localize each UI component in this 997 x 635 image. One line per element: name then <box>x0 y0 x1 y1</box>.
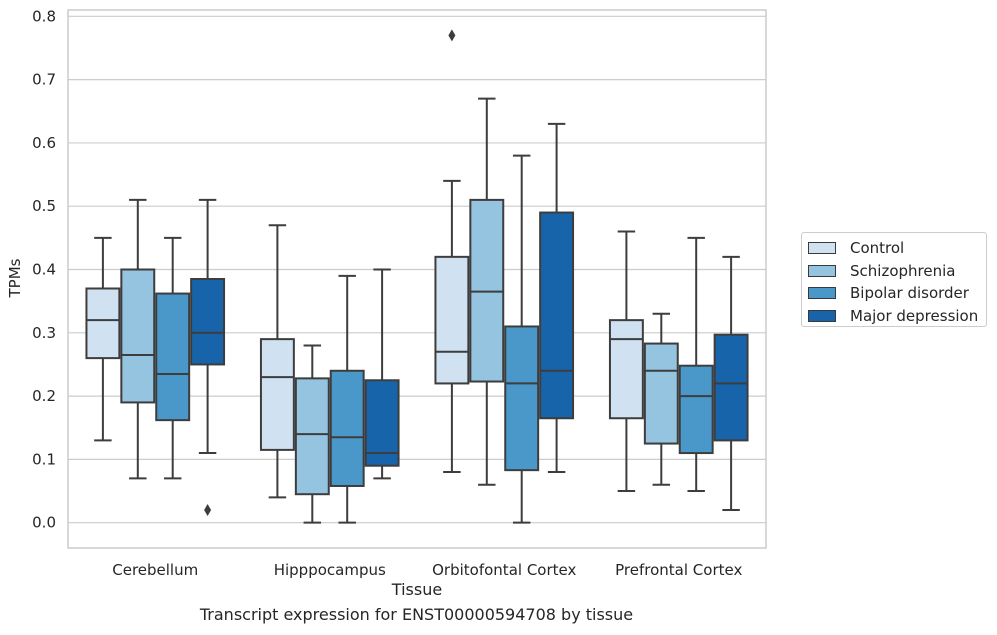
legend-swatch <box>808 287 836 300</box>
box-body <box>155 292 191 422</box>
box-body <box>504 325 540 472</box>
y-tick-label: 0.8 <box>32 7 56 25</box>
box-body <box>329 369 365 487</box>
box-bipolar-disorder <box>678 236 714 493</box>
outlier-point <box>448 29 456 42</box>
y-tick-label: 0.4 <box>32 261 56 279</box>
y-tick-label: 0.3 <box>32 324 56 342</box>
legend: Control Schizophrenia Bipolar disorder Majo… <box>801 232 987 327</box>
box-body <box>85 287 121 360</box>
legend-item: Bipolar disorder <box>808 282 980 305</box>
y-tick-label: 0.7 <box>32 71 56 89</box>
box-body <box>364 379 400 467</box>
y-tick-label: 0.1 <box>32 450 56 468</box>
box-body <box>608 319 644 420</box>
box-schizophrenia <box>120 198 156 480</box>
box-control <box>608 230 644 493</box>
x-axis-label: Tissue <box>391 580 442 599</box>
box-groups <box>85 29 749 524</box>
box-body <box>539 211 575 420</box>
x-tick-label: Orbitofontal Cortex <box>432 561 576 579</box>
box-major-depression <box>190 198 226 517</box>
legend-item: Control <box>808 237 980 260</box>
x-tick-label: Hipppocampus <box>274 561 386 579</box>
box-bipolar-disorder <box>155 236 191 480</box>
x-tick-label: Prefrontal Cortex <box>615 561 742 579</box>
box-schizophrenia <box>294 344 330 524</box>
figure-caption: Transcript expression for ENST0000059470… <box>199 605 634 624</box>
box-body <box>120 268 156 404</box>
legend-label: Bipolar disorder <box>850 284 969 303</box>
box-schizophrenia <box>643 312 679 486</box>
box-body <box>294 377 330 496</box>
box-control <box>434 29 470 474</box>
legend-item: Schizophrenia <box>808 260 980 283</box>
x-tick-label: Cerebellum <box>112 561 198 579</box>
legend-swatch <box>808 264 836 277</box>
legend-swatch <box>808 309 836 322</box>
box-body <box>678 364 714 455</box>
box-major-depression <box>713 255 749 512</box>
box-body <box>259 338 295 451</box>
y-tick-label: 0.2 <box>32 387 56 405</box>
legend-item: Major depression <box>808 305 980 328</box>
x-axis-ticks: Cerebellum Hipppocampus Orbitofontal Corte… <box>112 561 742 579</box>
box-body <box>434 255 470 385</box>
legend-label: Control <box>850 239 905 258</box>
box-major-depression <box>364 268 400 480</box>
box-body <box>190 278 226 366</box>
y-axis-label: TPMs <box>6 258 24 298</box>
y-tick-label: 0.5 <box>32 197 56 215</box>
legend-swatch <box>808 242 836 255</box>
outlier-point <box>204 504 212 517</box>
box-body <box>713 333 749 442</box>
legend-label: Major depression <box>850 306 979 325</box>
box-bipolar-disorder <box>329 274 365 524</box>
box-major-depression <box>539 122 575 474</box>
box-body <box>643 342 679 445</box>
box-bipolar-disorder <box>504 154 540 524</box>
box-control <box>85 236 121 442</box>
box-schizophrenia <box>469 97 505 486</box>
legend-label: Schizophrenia <box>850 261 956 280</box>
y-axis-ticks: 0.0 0.1 0.2 0.3 0.4 0.5 0.6 0.7 0.8 <box>32 7 56 531</box>
plot-frame <box>67 9 767 549</box>
y-tick-label: 0.6 <box>32 134 56 152</box>
y-tick-label: 0.0 <box>32 514 56 532</box>
box-control <box>259 224 295 499</box>
